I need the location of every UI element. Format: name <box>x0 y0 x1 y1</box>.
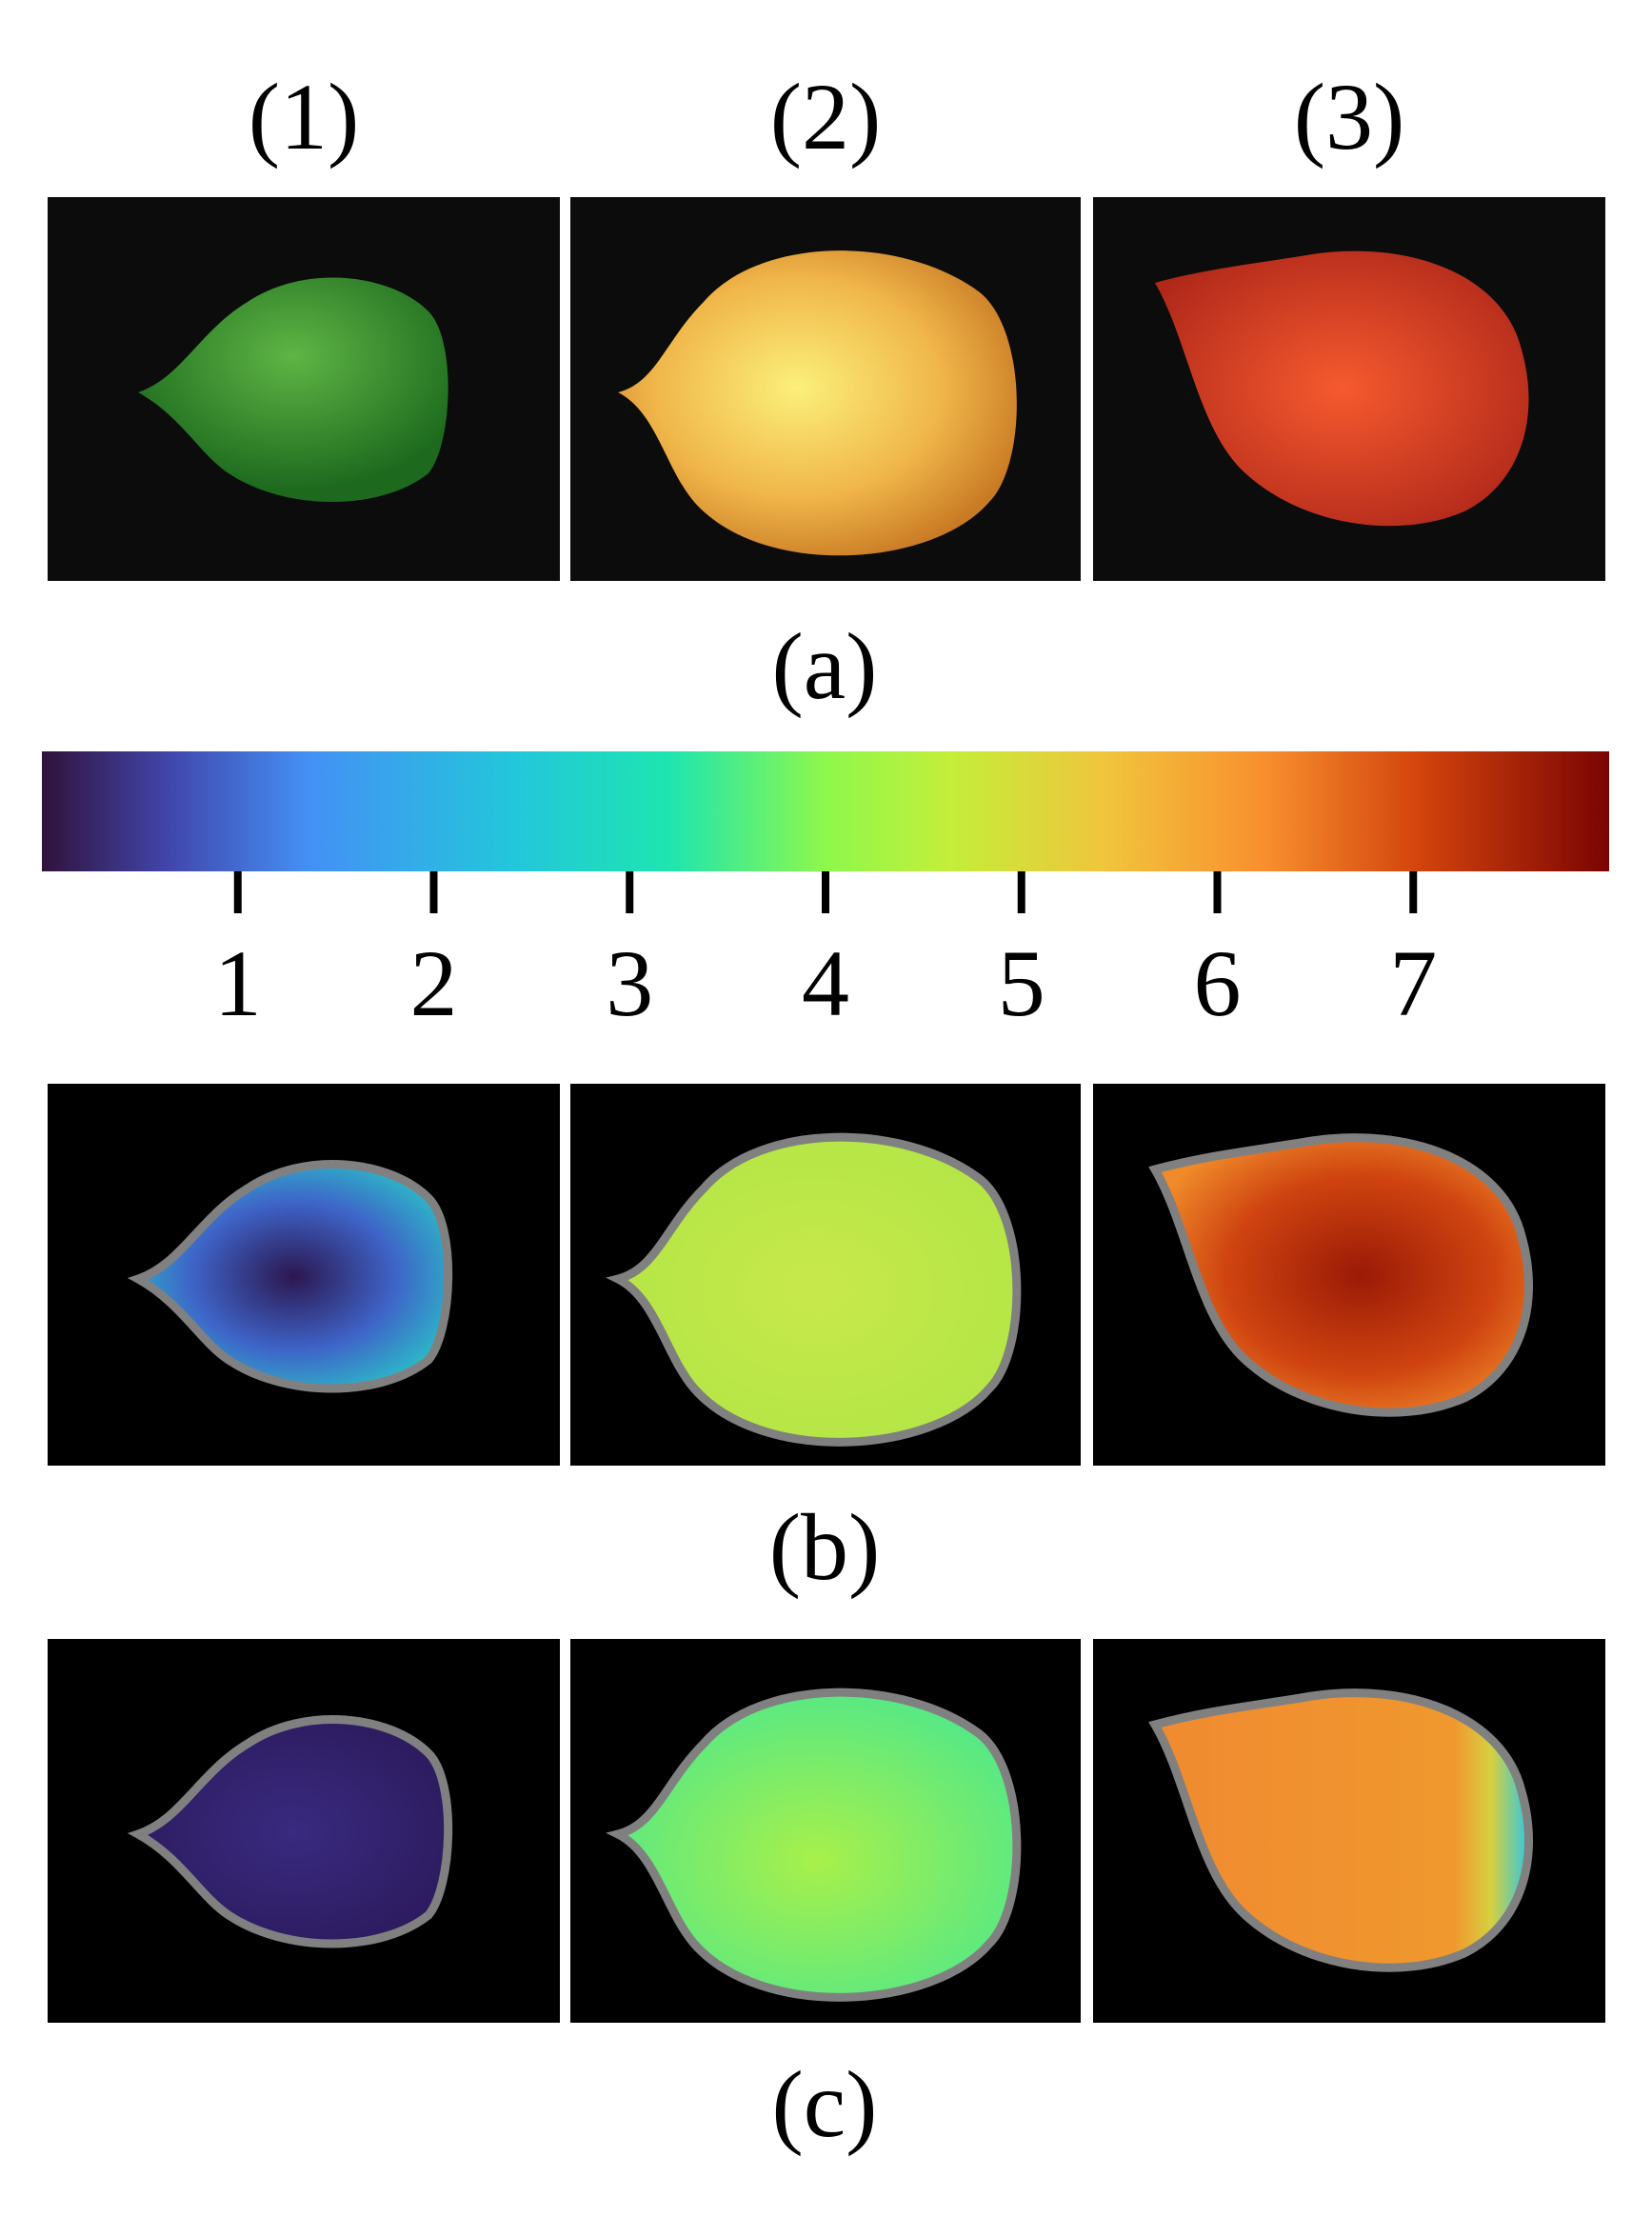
image-panel <box>570 197 1081 581</box>
fruit <box>618 250 1017 556</box>
fruit <box>1148 1688 1533 1972</box>
row-label: (b) <box>769 1494 881 1600</box>
tick-label: 5 <box>998 930 1045 1036</box>
fruit <box>127 1715 453 1948</box>
fruit <box>606 1688 1022 2002</box>
tick-label: 1 <box>214 930 262 1036</box>
fruit <box>138 277 448 502</box>
fruit <box>127 1160 453 1393</box>
fruit <box>606 1132 1022 1447</box>
image-panel <box>48 197 560 581</box>
tick-label: 3 <box>606 930 653 1036</box>
colorbar <box>42 751 1609 871</box>
image-panel <box>570 1084 1081 1466</box>
column-label: (3) <box>1294 64 1405 170</box>
tick-label: 4 <box>802 930 849 1036</box>
row-label: (c) <box>772 2051 878 2157</box>
image-panel <box>48 1639 560 2023</box>
fruit <box>1155 250 1529 527</box>
column-label: (2) <box>770 64 882 170</box>
column-label: (1) <box>249 64 360 170</box>
image-panel <box>1093 1084 1605 1466</box>
image-panel <box>1093 197 1605 581</box>
row-label: (a) <box>772 613 878 719</box>
image-panel <box>570 1639 1081 2023</box>
image-panel <box>48 1084 560 1466</box>
fruit <box>1148 1133 1533 1417</box>
tick-label: 6 <box>1194 930 1242 1036</box>
image-panel <box>1093 1639 1605 2023</box>
tick-label: 7 <box>1389 930 1437 1036</box>
tick-label: 2 <box>410 930 458 1036</box>
